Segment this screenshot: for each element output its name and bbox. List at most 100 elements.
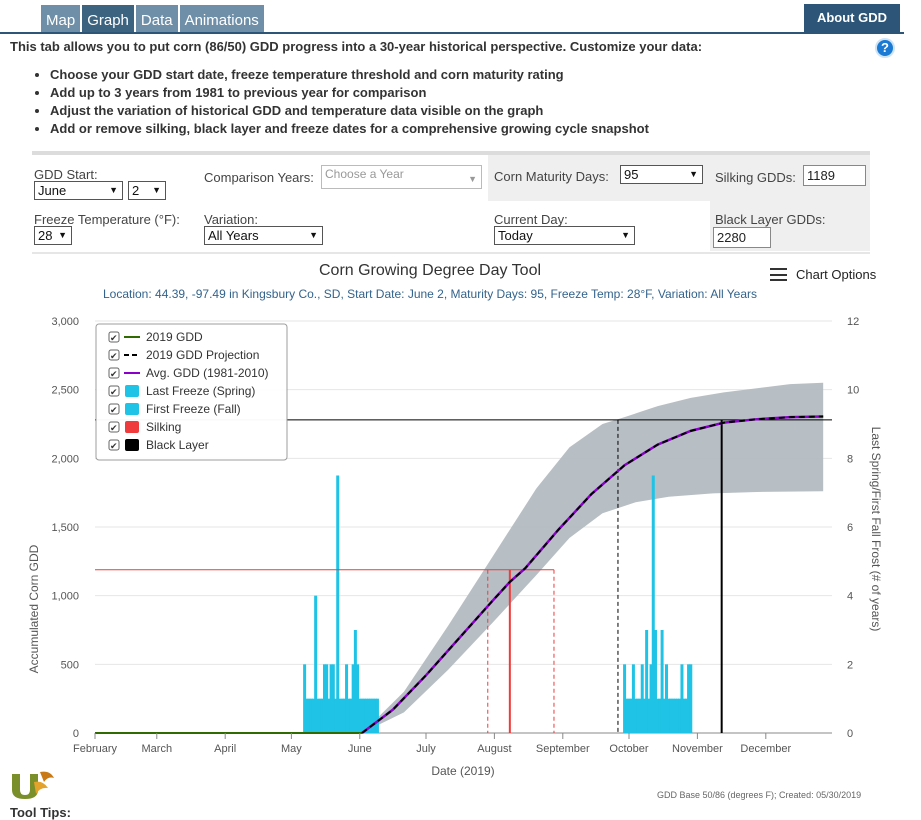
fall-freeze-bar — [676, 698, 680, 733]
silking-gdds-label: Silking GDDs: — [715, 170, 796, 185]
fall-freeze-bar — [629, 698, 633, 733]
spring-freeze-bar — [373, 698, 377, 733]
spring-freeze-bar — [369, 698, 373, 733]
check-icon: ✔ — [110, 369, 118, 379]
chevron-down-icon: ▼ — [689, 169, 698, 179]
legend-label: First Freeze (Fall) — [146, 402, 241, 416]
spring-freeze-bar — [331, 664, 335, 733]
help-icon[interactable]: ? — [875, 38, 895, 58]
gdd-start-day-select[interactable]: 2 ▼ — [128, 181, 166, 200]
variation-label: Variation: — [204, 212, 258, 227]
spring-freeze-bar — [334, 698, 338, 733]
legend-checkbox — [108, 421, 120, 433]
about-gdd-button[interactable]: About GDD — [804, 4, 900, 32]
intro-text: This tab allows you to put corn (86/50) … — [10, 39, 703, 54]
variation-select[interactable]: All Years ▼ — [204, 226, 323, 245]
spring-freeze-bar — [309, 698, 313, 733]
legend-swatch — [125, 421, 139, 433]
fall-freeze-bar — [689, 664, 693, 733]
black-layer-gdds-label: Black Layer GDDs: — [715, 212, 826, 227]
y-axis-label: Accumulated Corn GDD — [27, 544, 41, 673]
spring-freeze-bar — [342, 698, 346, 733]
x-tick-label: September — [536, 743, 590, 755]
legend-label: Black Layer — [146, 438, 209, 452]
freeze-temperature-select[interactable]: 28 ▼ — [34, 226, 72, 245]
tab-bar: Map Graph Data Animations — [41, 5, 266, 33]
spring-freeze-bar — [311, 698, 315, 733]
fall-freeze-bar — [651, 475, 655, 733]
freeze-temperature-value: 28 — [38, 228, 53, 243]
chevron-down-icon: ▼ — [152, 185, 161, 195]
legend-checkbox — [108, 331, 120, 343]
check-icon: ✔ — [110, 333, 118, 343]
current-day-select[interactable]: Today ▼ — [494, 226, 635, 245]
fall-freeze-bar — [645, 630, 649, 733]
chart-options-button[interactable]: Chart Options — [770, 267, 876, 282]
fall-freeze-bar — [649, 664, 653, 733]
tab-animations[interactable]: Animations — [179, 5, 264, 33]
legend-box — [95, 323, 288, 461]
spring-freeze-bar — [353, 630, 357, 733]
spring-freeze-bar — [362, 698, 366, 733]
spring-freeze-bar — [314, 595, 318, 733]
spring-freeze-bar — [358, 698, 362, 733]
spring-freeze-bar — [322, 664, 326, 733]
y2-tick-label: 8 — [847, 453, 853, 465]
feature-item: Adjust the variation of historical GDD a… — [50, 102, 649, 120]
legend-swatch — [125, 385, 139, 397]
spring-freeze-bar — [371, 698, 375, 733]
check-icon: ✔ — [110, 387, 118, 397]
chevron-down-icon: ▼ — [621, 230, 630, 240]
fall-freeze-bar — [673, 698, 677, 733]
spring-freeze-bar — [340, 698, 344, 733]
x-tick-label: August — [477, 743, 511, 755]
black-layer-gdds-input[interactable]: 2280 — [713, 227, 771, 248]
fall-freeze-bar — [656, 698, 660, 733]
gdd-lines — [95, 415, 824, 734]
fall-freeze-bar — [669, 698, 673, 733]
spring-freeze-bar — [327, 698, 331, 733]
legend-label: Silking — [146, 420, 181, 434]
chart-credits: GDD Base 50/86 (degrees F); Created: 05/… — [657, 790, 862, 800]
y2-tick-label: 4 — [847, 591, 853, 603]
tab-divider — [0, 32, 904, 34]
check-icon: ✔ — [110, 405, 118, 415]
comparison-years-select[interactable]: Choose a Year ▼ — [321, 165, 482, 189]
tab-map[interactable]: Map — [41, 5, 81, 33]
fall-freeze-bar — [660, 630, 664, 733]
spring-freeze-bar — [320, 698, 324, 733]
legend-swatch — [125, 439, 139, 451]
silking-gdds-input[interactable]: 1189 — [803, 165, 866, 186]
fall-freeze-bar — [647, 698, 651, 733]
gdd-start-day-value: 2 — [132, 183, 140, 198]
legend-checkbox — [108, 349, 120, 361]
y-tick-label: 1,000 — [51, 591, 79, 603]
spring-freeze-bar — [364, 698, 368, 733]
axes: 0 500 1,000 1,500 2,000 2,500 3,000 0 2 4 6 8 10 12 Fe… — [51, 316, 859, 755]
comparison-years-placeholder: Choose a Year — [325, 167, 404, 181]
spring-freeze-bar — [316, 698, 320, 733]
legend-checkbox — [108, 385, 120, 397]
fall-freeze-bar — [658, 698, 662, 733]
legend-label: 2019 GDD Projection — [146, 348, 259, 362]
gdd-start-month-select[interactable]: June ▼ — [34, 181, 123, 200]
spring-freeze-bar — [325, 664, 329, 733]
maturity-days-value: 95 — [624, 167, 639, 182]
x-tick-label: May — [281, 743, 302, 755]
tab-graph[interactable]: Graph — [82, 5, 134, 33]
spring-freeze-bar — [305, 698, 309, 733]
reference-lines — [95, 419, 832, 733]
maturity-days-select[interactable]: 95 ▼ — [620, 165, 703, 184]
fall-freeze-bar — [627, 698, 631, 733]
feature-list: Choose your GDD start date, freeze tempe… — [30, 66, 649, 138]
spring-freeze-bar — [349, 698, 353, 733]
feature-item: Add or remove silking, black layer and f… — [50, 120, 649, 138]
x-tick-label: July — [416, 743, 436, 755]
chevron-down-icon: ▼ — [109, 185, 118, 195]
chevron-down-icon: ▼ — [58, 230, 67, 240]
gdd-projection-line — [361, 415, 824, 734]
y2-tick-label: 10 — [847, 385, 859, 397]
controls-panel: GDD Start: June ▼ 2 ▼ Comparison Years: Ch… — [32, 151, 870, 251]
tab-data[interactable]: Data — [135, 5, 178, 33]
x-axis-label: Date (2019) — [431, 764, 494, 778]
